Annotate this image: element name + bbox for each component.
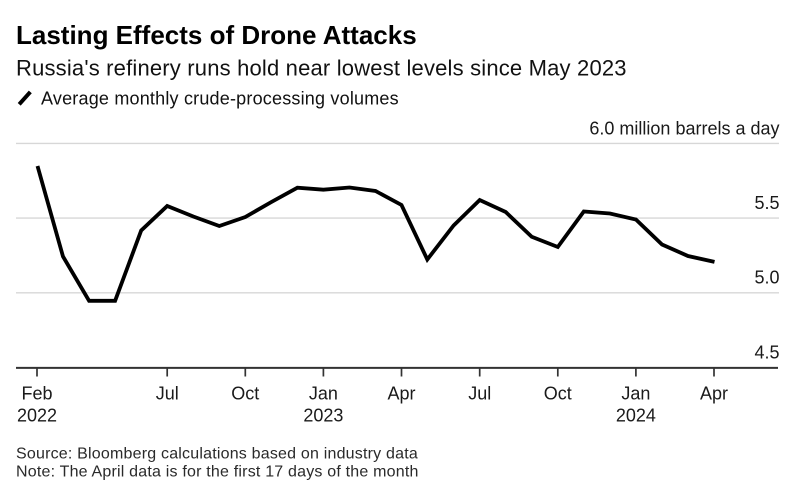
svg-text:2022: 2022	[17, 406, 57, 426]
svg-text:5.5: 5.5	[754, 193, 779, 213]
svg-text:Jan: Jan	[309, 384, 338, 404]
svg-text:5.0: 5.0	[754, 268, 779, 288]
svg-text:Apr: Apr	[700, 384, 728, 404]
svg-text:6.0 million barrels a day: 6.0 million barrels a day	[589, 119, 779, 139]
svg-text:2023: 2023	[303, 406, 343, 426]
svg-text:Jul: Jul	[156, 384, 179, 404]
svg-text:Average monthly crude-processi: Average monthly crude-processing volumes	[41, 89, 399, 109]
svg-text:Oct: Oct	[231, 384, 259, 404]
svg-text:Apr: Apr	[387, 384, 415, 404]
svg-text:Lasting Effects of Drone Attac: Lasting Effects of Drone Attacks	[16, 20, 417, 50]
svg-text:Oct: Oct	[544, 384, 572, 404]
svg-text:Jan: Jan	[621, 384, 650, 404]
svg-text:2024: 2024	[616, 406, 656, 426]
svg-text:Feb: Feb	[21, 384, 52, 404]
svg-text:4.5: 4.5	[754, 342, 779, 362]
svg-text:Jul: Jul	[468, 384, 491, 404]
svg-text:Source: Bloomberg calculations: Source: Bloomberg calculations based on …	[16, 445, 418, 462]
svg-text:Russia's refinery runs hold ne: Russia's refinery runs hold near lowest …	[16, 56, 627, 81]
svg-text:Note: The April data is for th: Note: The April data is for the first 17…	[16, 463, 419, 480]
